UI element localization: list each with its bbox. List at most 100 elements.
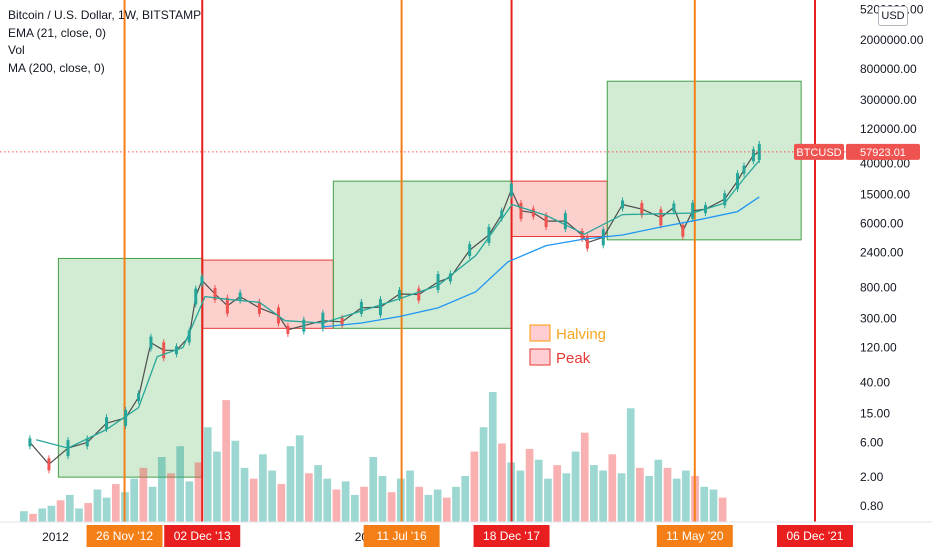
candle xyxy=(137,393,141,402)
zone-box-5 xyxy=(606,80,802,241)
volume-bar xyxy=(682,470,690,522)
candle xyxy=(187,330,191,343)
volume-bar xyxy=(424,494,433,522)
candle xyxy=(398,290,402,299)
volume-bar xyxy=(534,459,543,522)
volume-bar xyxy=(56,500,65,522)
volume-bar xyxy=(47,505,56,522)
volume-bar xyxy=(525,448,534,522)
volume-bar xyxy=(452,486,460,522)
volume-bar xyxy=(580,432,589,522)
candle xyxy=(757,143,761,160)
y-tick-label: 6.00 xyxy=(860,435,884,449)
peak-date-tag[interactable]: 02 Dec '13 xyxy=(164,525,241,547)
volume-bar xyxy=(470,451,479,522)
y-tick-label: 2400.00 xyxy=(860,246,904,260)
volume-bar xyxy=(571,451,580,522)
y-tick-label: 6000.00 xyxy=(860,217,904,231)
candle xyxy=(194,288,198,305)
y-tick-label: 2000000.00 xyxy=(860,33,924,47)
y-tick-label: 300.00 xyxy=(860,312,897,326)
zone-box-3 xyxy=(332,180,513,329)
volume-bar xyxy=(442,497,451,522)
chart-header: Bitcoin / U.S. Dollar, 1W, BITSTAMP EMA … xyxy=(8,7,201,77)
volume-bar xyxy=(194,462,203,522)
candle xyxy=(723,193,727,206)
y-tick-label: 40.00 xyxy=(860,375,890,389)
indicator-volume[interactable]: Vol xyxy=(8,43,25,57)
date-tag-box xyxy=(473,525,550,547)
date-tag-label: 18 Dec '17 xyxy=(483,529,540,543)
symbol-title[interactable]: Bitcoin / U.S. Dollar, 1W, BITSTAMP xyxy=(8,8,202,22)
candle xyxy=(200,276,204,285)
volume-bar xyxy=(608,454,617,522)
volume-bar xyxy=(415,486,424,522)
series-layer xyxy=(0,140,860,474)
ema-line xyxy=(36,160,760,449)
volume-bar xyxy=(268,470,276,522)
volume-bar xyxy=(718,497,727,522)
volume-bar xyxy=(360,486,368,522)
candle xyxy=(448,273,452,282)
volume-bar xyxy=(93,489,102,522)
date-tag-box xyxy=(656,525,733,547)
candle xyxy=(225,297,229,314)
candle xyxy=(321,312,325,329)
volume-bar xyxy=(29,513,37,522)
y-tick-label: 15.00 xyxy=(860,406,890,420)
candle xyxy=(519,202,523,219)
volume-bar xyxy=(636,467,644,522)
volume-bar xyxy=(562,473,571,522)
volume-bar xyxy=(295,435,304,522)
halving-date-tag[interactable]: 11 May '20 xyxy=(656,525,733,547)
indicator-ma[interactable]: MA (200, close, 0) xyxy=(8,60,105,75)
volume-bar xyxy=(498,443,506,522)
peak-date-tag[interactable]: 06 Dec '21 xyxy=(776,525,853,547)
legend-label-halving: Halving xyxy=(556,326,606,343)
legend-swatch-halving xyxy=(529,324,551,342)
x-tick-label: 2012 xyxy=(42,530,69,544)
peak-date-tag[interactable]: 18 Dec '17 xyxy=(473,525,550,547)
indicator-ema[interactable]: EMA (21, close, 0) xyxy=(8,25,107,40)
last-price-tag: BTCUSD 57923.01 xyxy=(794,143,920,160)
legend-swatch-peak xyxy=(529,348,551,366)
volume-bar xyxy=(663,467,672,522)
candle xyxy=(640,203,644,216)
candle xyxy=(736,173,740,190)
candle xyxy=(468,244,472,257)
candle xyxy=(691,202,695,219)
volume-bar xyxy=(102,497,111,522)
currency-button[interactable]: USD xyxy=(878,6,908,26)
halving-date-tag[interactable]: 11 Jul '16 xyxy=(363,525,440,547)
y-tick-label: 120000.00 xyxy=(860,122,917,136)
volume-bar xyxy=(332,489,341,522)
volume-bar xyxy=(341,481,350,522)
date-tag-label: 11 May '20 xyxy=(666,529,724,543)
y-tick-label: 800.00 xyxy=(860,280,897,294)
volume-bar xyxy=(516,470,525,522)
volume-bar xyxy=(626,408,635,522)
volume-bar xyxy=(84,503,93,522)
last-price-symbol-box xyxy=(794,143,844,160)
last-price-value: 57923.01 xyxy=(860,147,906,159)
candle xyxy=(213,288,217,301)
candle xyxy=(238,292,242,301)
candle xyxy=(340,317,344,326)
y-tick-label: 300000.00 xyxy=(860,93,917,107)
volume-bar xyxy=(700,486,709,522)
halving-date-tag[interactable]: 26 Nov '12 xyxy=(86,525,163,547)
candle xyxy=(742,165,746,174)
y-axis: 5200000.002000000.00800000.00300000.0012… xyxy=(794,3,924,513)
candle xyxy=(85,438,89,447)
candle xyxy=(124,409,128,426)
date-tag-label: 02 Dec '13 xyxy=(174,529,231,543)
date-tag-label: 11 Jul '16 xyxy=(377,529,427,543)
volume-bar xyxy=(599,470,607,522)
volume-bar xyxy=(461,475,470,522)
volume-bar xyxy=(387,492,396,522)
candle xyxy=(28,438,32,447)
volume-bar xyxy=(249,478,258,522)
volume-bar xyxy=(672,478,681,522)
